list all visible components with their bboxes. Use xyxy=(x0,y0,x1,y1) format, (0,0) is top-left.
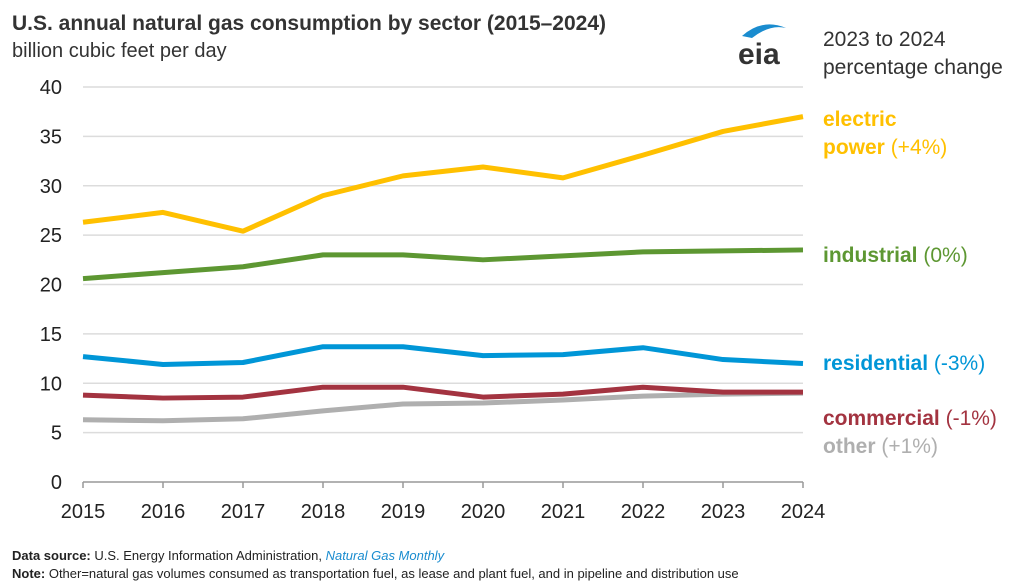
footer-source: Data source: U.S. Energy Information Adm… xyxy=(12,548,445,563)
series-line-commercial xyxy=(82,384,803,401)
chart-title: U.S. annual natural gas consumption by s… xyxy=(12,12,607,35)
svg-text:eia: eia xyxy=(738,38,780,68)
x-tick-label: 2020 xyxy=(461,501,506,523)
label-residential: residential (-3%) xyxy=(823,352,986,375)
y-tick-label: 40 xyxy=(40,77,62,99)
label-electric-power: electric power (+4%) xyxy=(823,108,948,159)
label-other: other (+1%) xyxy=(823,435,938,458)
x-tick-label: 2019 xyxy=(381,501,426,523)
y-tick-label: 10 xyxy=(40,373,62,395)
chart-subtitle: billion cubic feet per day xyxy=(12,40,227,62)
x-tick-label: 2021 xyxy=(541,501,586,523)
y-tick-label: 15 xyxy=(40,324,62,346)
x-tick-label: 2016 xyxy=(141,501,186,523)
footer-note: Note: Other=natural gas volumes consumed… xyxy=(12,566,739,581)
y-tick-label: 5 xyxy=(51,423,62,445)
legend-header: 2023 to 2024 percentage change xyxy=(823,28,1003,79)
x-tick-label: 2017 xyxy=(221,501,266,523)
label-industrial: industrial (0%) xyxy=(823,244,968,267)
x-tick-label: 2024 xyxy=(781,501,826,523)
series-line-residential xyxy=(82,344,804,367)
label-commercial: commercial (-1%) xyxy=(823,407,997,430)
y-tick-label: 35 xyxy=(40,126,62,148)
x-tick-label: 2018 xyxy=(301,501,346,523)
y-tick-label: 0 xyxy=(51,472,62,494)
y-tick-label: 25 xyxy=(40,225,62,247)
x-tick-label: 2015 xyxy=(61,501,106,523)
y-tick-label: 30 xyxy=(40,176,62,198)
eia-logo: eia xyxy=(738,24,786,68)
source-link[interactable]: Natural Gas Monthly xyxy=(325,548,445,563)
series-line-electric-power xyxy=(82,114,804,234)
x-tick-label: 2022 xyxy=(621,501,666,523)
series-line-industrial xyxy=(82,247,804,282)
series-line-other xyxy=(82,390,804,424)
x-tick-label: 2023 xyxy=(701,501,746,523)
y-tick-label: 20 xyxy=(40,275,62,297)
